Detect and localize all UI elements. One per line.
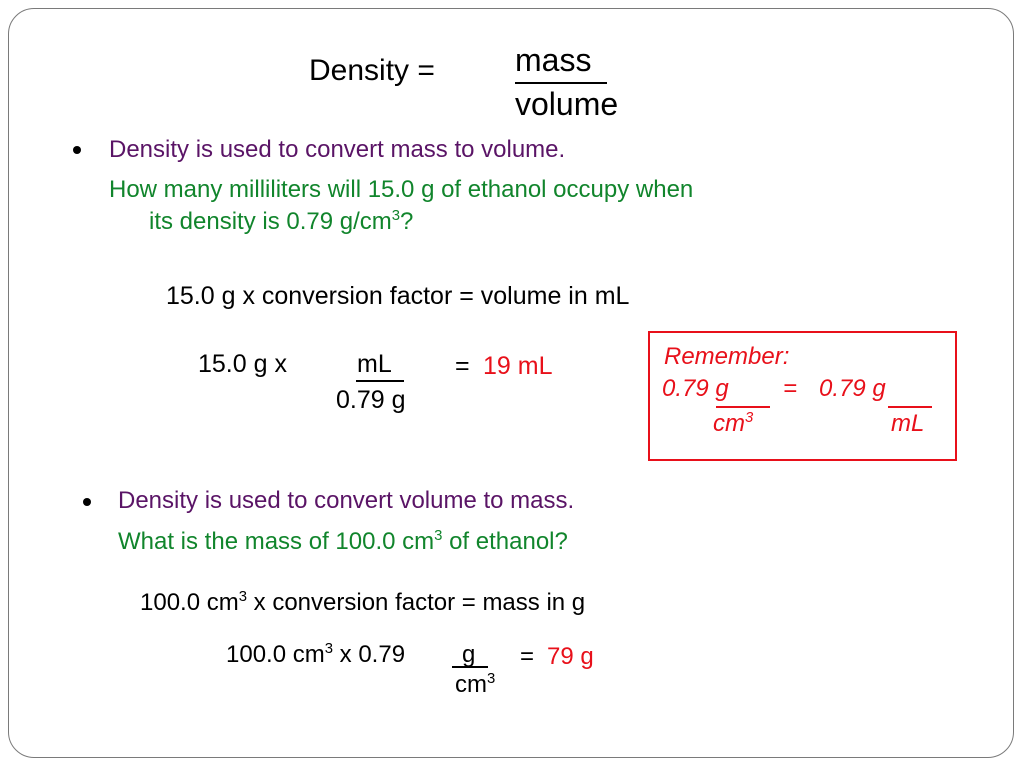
section1-equation: 15.0 g x conversion factor = volume in m… <box>166 282 630 310</box>
formula-denominator: volume <box>515 86 619 122</box>
section1-calc-fraction-bar <box>356 380 404 382</box>
slide-frame <box>8 8 1014 758</box>
remember-equals: = <box>783 375 798 402</box>
section2-calc-equals: = <box>520 643 535 670</box>
section2-calc-fraction-bar <box>452 666 488 668</box>
section2-calc-denominator: cm3 <box>455 671 496 698</box>
section1-question-line2: its density is 0.79 g/cm3? <box>149 208 414 235</box>
section1-calc-lhs: 15.0 g x <box>198 350 287 378</box>
remember-title: Remember: <box>664 343 790 370</box>
formula-fraction-bar <box>515 82 607 84</box>
section2-calc-numerator: g <box>462 641 476 668</box>
section1-bullet-text: Density is used to convert mass to volum… <box>109 136 566 163</box>
remember-box <box>648 331 957 461</box>
remember-left-fraction-bar <box>716 406 770 408</box>
section2-question: What is the mass of 100.0 cm3 of ethanol… <box>118 528 568 555</box>
section2-calc-result: 79 g <box>547 643 594 670</box>
section2-equation: 100.0 cm3 x conversion factor = mass in … <box>140 589 586 616</box>
remember-right-numerator: 0.79 g <box>819 375 886 402</box>
section1-question-line1: How many milliliters will 15.0 g of etha… <box>109 176 694 203</box>
remember-right-fraction-bar <box>888 406 932 408</box>
section2-bullet-text: Density is used to convert volume to mas… <box>118 487 575 514</box>
section1-calc-result: 19 mL <box>483 352 553 380</box>
remember-left-denominator: cm3 <box>713 410 754 437</box>
section1-calc-denominator: 0.79 g <box>336 386 406 414</box>
remember-right-denominator: mL <box>891 410 925 437</box>
remember-left-numerator: 0.79 g <box>662 375 729 402</box>
section2-calc-lhs: 100.0 cm3 x 0.79 <box>226 641 406 668</box>
section1-calc-numerator: mL <box>357 350 392 378</box>
section1-calc-equals: = <box>455 352 470 380</box>
bullet-1 <box>73 146 81 154</box>
density-label: Density = <box>309 54 435 87</box>
bullet-2 <box>83 498 91 506</box>
formula-numerator: mass <box>515 42 592 78</box>
